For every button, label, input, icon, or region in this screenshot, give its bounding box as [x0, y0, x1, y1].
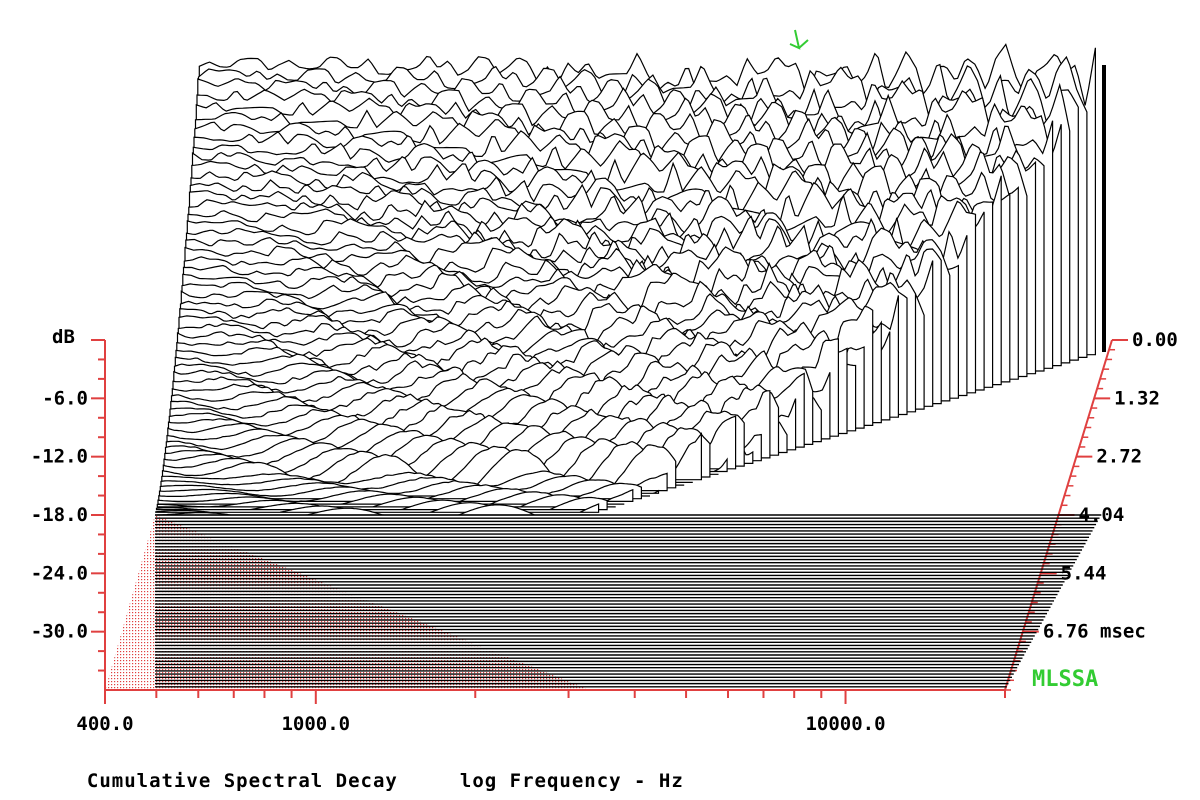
x-axis-title: log Frequency - Hz: [459, 770, 684, 792]
x-ticks: [104, 690, 1006, 704]
decay-slice: [156, 494, 616, 508]
wall-shading: [105, 515, 590, 690]
x-labels: 400.0 1000.0 10000.0: [76, 713, 885, 735]
z-tick-label: 6.76 msec: [1043, 621, 1146, 643]
chart-title: Cumulative Spectral Decay: [86, 770, 398, 792]
y-tick-label: -18.0: [31, 504, 88, 526]
z-labels: 0.00 1.32 2.72 4.04 5.44 6.76 msec: [1043, 329, 1178, 643]
z-tick-label: 2.72: [1096, 446, 1142, 468]
y-axis-title: dB: [52, 326, 75, 348]
y-labels: -6.0 -12.0 -18.0 -24.0 -30.0: [31, 387, 88, 642]
decay-slice: [159, 479, 650, 497]
z-tick-label: 0.00: [1132, 329, 1178, 351]
x-tick-label: 400.0: [76, 713, 133, 735]
cursor-marker: [789, 29, 809, 50]
z-tick-label: 4.04: [1079, 504, 1125, 526]
y-ticks: [91, 339, 105, 672]
y-tick-label: -12.0: [31, 446, 88, 468]
y-tick-label: -24.0: [31, 562, 88, 584]
z-tick-label: 5.44: [1061, 562, 1107, 584]
y-tick-label: -30.0: [31, 621, 88, 643]
z-tick-label: 1.32: [1114, 387, 1160, 409]
y-tick-label: -6.0: [42, 387, 88, 409]
chart-footer: Cumulative Spectral Decay log Frequency -…: [62, 748, 684, 792]
mlssa-watermark: MLSSA: [1032, 667, 1098, 692]
decay-slices: [155, 43, 1102, 688]
decay-slice: [155, 496, 608, 511]
x-tick-label: 1000.0: [281, 713, 350, 735]
x-tick-label: 10000.0: [805, 713, 885, 735]
